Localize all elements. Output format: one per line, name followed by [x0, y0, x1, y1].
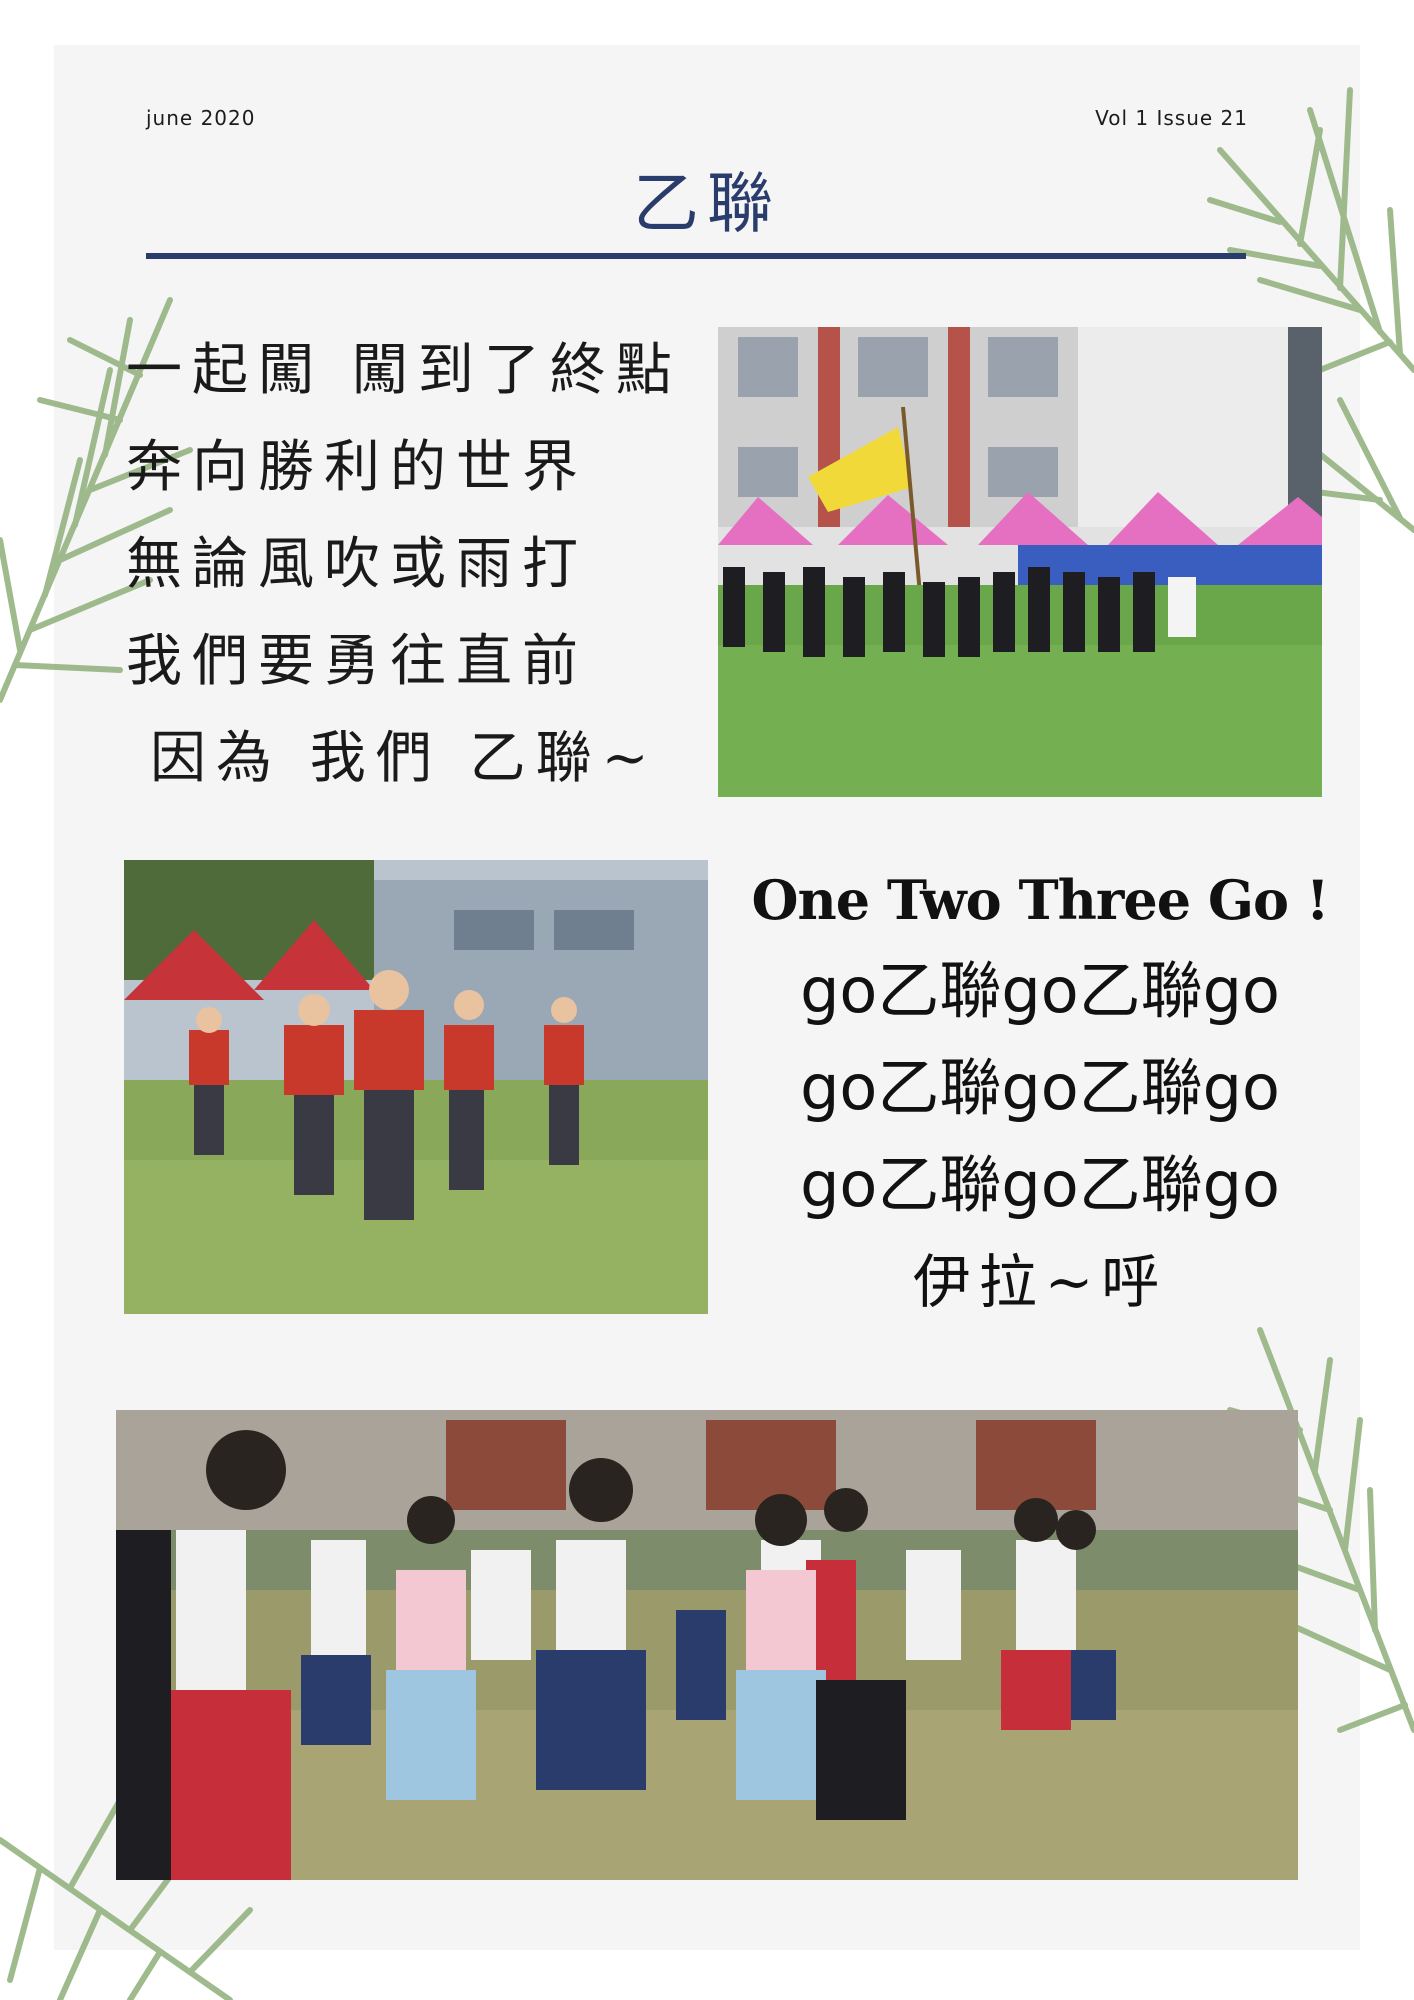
- chant-line: go乙聯go乙聯go: [800, 1051, 1280, 1124]
- chant-block: One Two Three Go ! go乙聯go乙聯go go乙聯go乙聯go…: [740, 858, 1340, 1331]
- page-title: 乙聯: [633, 165, 781, 242]
- verse-line: 我們要勇往直前: [126, 629, 588, 694]
- verse-line: 無論風吹或雨打: [126, 532, 588, 597]
- issue-number: Vol 1 Issue 21: [1095, 106, 1248, 130]
- chant-line: go乙聯go乙聯go: [800, 954, 1280, 1027]
- dance-performance-photo: [116, 1410, 1298, 1880]
- tug-of-war-photo: [718, 327, 1322, 797]
- palm-leaf-left: [0, 297, 193, 703]
- issue-date: june 2020: [146, 106, 256, 130]
- title-divider: [146, 253, 1246, 259]
- chant-ending: 伊拉~呼: [912, 1248, 1168, 1316]
- chant-line: go乙聯go乙聯go: [800, 1148, 1280, 1221]
- cheer-verse: 一起闖 闖到了終點 奔向勝利的世界 無論風吹或雨打 我們要勇往直前 因為 我們 …: [126, 322, 706, 807]
- verse-line: 因為 我們 乙聯~: [150, 726, 659, 791]
- chant-heading: One Two Three Go !: [751, 868, 1329, 932]
- palm-leaf-bottom-left: [0, 1797, 253, 2000]
- verse-line: 一起闖 闖到了終點: [126, 338, 682, 403]
- relay-run-photo: [124, 860, 708, 1314]
- verse-line: 奔向勝利的世界: [126, 435, 588, 500]
